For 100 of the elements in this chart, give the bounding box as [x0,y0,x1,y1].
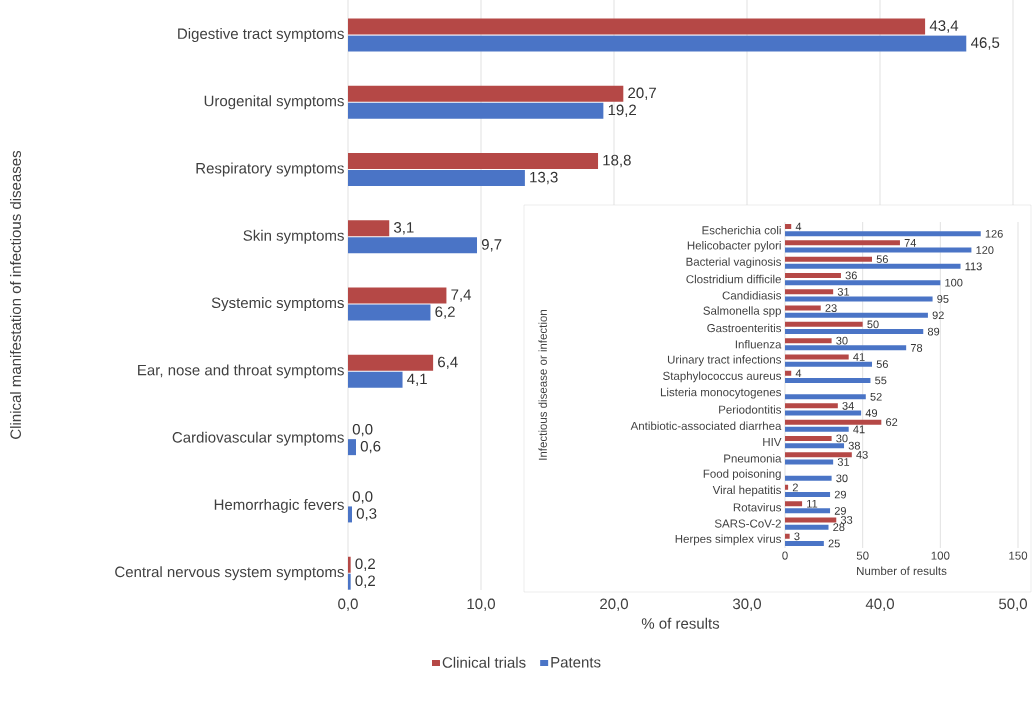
bar [348,170,525,187]
bar [785,452,852,458]
data-label: 46,5 [971,37,1000,50]
bar [785,517,837,523]
data-label: 33 [840,516,853,524]
y-tick-label: Ear, nose and throat symptoms [138,364,344,379]
data-label: 52 [870,392,882,401]
bar [348,439,356,456]
data-label: 4 [795,222,802,231]
data-label: 9,7 [481,239,502,252]
data-label: 29 [834,506,846,515]
bar [348,85,624,102]
data-label: 13,3 [530,171,558,185]
bar [785,377,871,383]
bar [785,312,928,318]
legend-label: Patents [551,657,601,668]
bar [785,296,933,302]
bar [348,287,447,304]
data-label: 113 [965,262,982,271]
data-label: 30 [836,434,848,443]
data-label: 55 [875,376,887,385]
data-label: 34 [842,401,854,410]
data-label: 50 [867,320,879,329]
data-label: 6,2 [435,306,455,319]
y-tick-label: Influenza [735,340,782,349]
data-label: 2 [792,483,798,492]
bar [348,153,599,170]
data-label: 11 [807,499,818,508]
bar [785,289,834,295]
y-tick-label: Helicobacter pylori [687,241,781,252]
y-axis-title: Infectious disease or infection [538,310,547,460]
bar [348,371,403,388]
data-label: 3 [794,532,800,541]
y-tick-label: Central nervous system symptoms [115,566,344,581]
data-label: 0,0 [352,423,373,437]
y-tick-label: Cardiovascular symptoms [172,431,344,446]
bar [348,237,478,254]
y-tick-label: Urinary tract infections [667,355,782,366]
x-axis-title: Number of results [857,566,947,575]
bar [785,540,824,546]
data-label: 0,6 [360,440,381,454]
y-tick-label: Urogenital symptoms [204,95,344,110]
data-label: 89 [927,327,940,336]
bar [785,501,803,507]
y-tick-label: Hemorrhagic fevers [214,498,344,513]
bar [785,410,862,416]
y-tick-label: Candidiasis [722,291,782,300]
y-tick-label: Periodontitis [719,405,782,414]
x-tick-label: 150 [1009,551,1028,560]
x-tick-label: 100 [931,551,950,560]
bar [785,394,866,400]
x-axis-title: % of results [641,617,720,629]
x-tick-label: 40,0 [865,598,894,611]
bar [785,459,834,465]
legend-label: Clinical trials [442,656,526,668]
data-label: 74 [904,239,917,247]
bar [785,305,821,311]
data-label: 38 [848,441,860,450]
data-label: 0,2 [355,575,375,588]
bar [785,354,849,360]
y-tick-label: Rotavirus [733,503,782,512]
y-tick-label: Food poisoning [703,469,781,481]
x-tick-label: 30,0 [732,598,761,611]
data-label: 56 [876,360,888,369]
data-label: 126 [985,229,1003,238]
data-label: 30 [836,474,848,483]
data-label: 4 [795,369,802,378]
data-label: 31 [837,287,850,296]
bar [348,506,352,523]
data-label: 29 [834,490,846,499]
bar [785,361,872,367]
bar [348,35,967,52]
data-label: 4,1 [407,373,427,386]
bar [785,272,841,278]
bar [785,492,831,498]
bar [785,321,863,327]
bar [785,475,832,481]
bar [348,354,434,371]
y-tick-label: Listeria monocytogenes [660,387,782,399]
y-tick-label: Escherichia coli [702,225,781,235]
x-tick-label: 50,0 [999,598,1028,611]
y-tick-label: Pneumonia [724,454,782,463]
data-label: 0,3 [356,508,377,521]
x-tick-label: 50 [856,551,869,560]
x-tick-label: 0 [782,551,788,560]
y-tick-label: Respiratory symptoms [196,162,344,177]
bar [785,338,832,344]
data-label: 6,4 [438,356,458,370]
bar [348,556,351,573]
bar [785,247,972,253]
data-label: 41 [853,425,865,434]
data-label: 43 [856,450,868,459]
data-label: 23 [825,304,837,312]
y-tick-label: Viral hepatitis [712,485,782,497]
y-tick-label: Skin symptoms [243,229,344,244]
x-tick-label: 0,0 [338,598,358,611]
bar [348,102,604,119]
data-label: 31 [837,458,850,466]
data-label: 62 [886,418,898,427]
y-tick-label: Digestive tract symptoms [178,28,344,42]
